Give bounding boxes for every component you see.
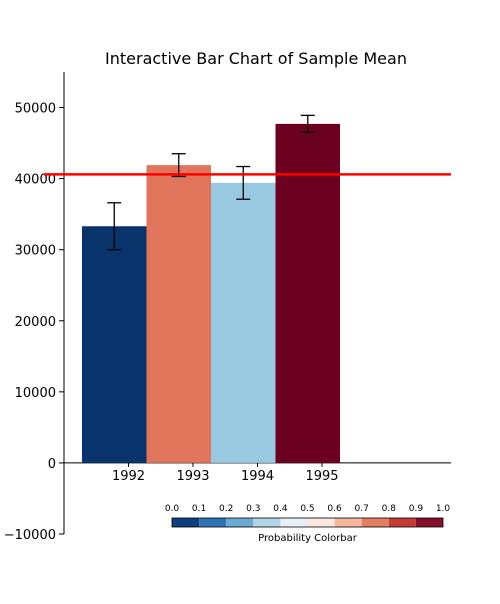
colorbar-tick-label: 0.7 xyxy=(355,504,369,514)
bar-1995 xyxy=(275,123,340,463)
y-tick-label: −10000 xyxy=(4,528,56,543)
y-tick-label: 40000 xyxy=(15,173,56,188)
colorbar-segment xyxy=(172,518,200,527)
colorbar-segment xyxy=(415,518,443,527)
bar-1993 xyxy=(146,165,211,463)
colorbar-segment xyxy=(334,518,362,527)
colorbar-frame xyxy=(171,517,444,528)
colorbar-tick-label: 0.3 xyxy=(246,504,260,514)
y-tick-label: 30000 xyxy=(15,244,56,259)
colorbar-tick-label: 0.0 xyxy=(165,504,180,514)
x-tick-label: 1995 xyxy=(305,469,338,484)
x-tick-label: 1992 xyxy=(112,469,145,484)
x-tick-label: 1994 xyxy=(241,469,274,484)
chart-title: Interactive Bar Chart of Sample Mean xyxy=(105,49,407,68)
x-tick-labels: 1992 1993 1994 1995 xyxy=(112,462,339,484)
colorbar-tick-label: 1.0 xyxy=(436,504,451,514)
y-tick-label: 50000 xyxy=(15,102,56,117)
colorbar-segment xyxy=(280,518,308,527)
y-tick-label: 0 xyxy=(48,457,56,472)
colorbar-tick-label: 0.8 xyxy=(382,504,397,514)
colorbar-tick-label: 0.1 xyxy=(192,504,206,514)
bar-1992 xyxy=(82,226,147,463)
colorbar-segment xyxy=(361,518,389,527)
colorbar-tick-label: 0.2 xyxy=(219,504,233,514)
y-tick-label: 20000 xyxy=(15,315,56,330)
colorbar-tick-label: 0.6 xyxy=(327,504,342,514)
colorbar: 0.0 0.1 0.2 0.3 0.4 0.5 0.6 0.7 0.8 0.9 1.0 Probabi… xyxy=(165,504,451,544)
error-bars xyxy=(107,114,315,251)
colorbar-tick-label: 0.4 xyxy=(273,504,288,514)
colorbar-segment xyxy=(226,518,254,527)
colorbar-segment xyxy=(307,518,335,527)
bar-1994 xyxy=(211,182,276,463)
axes: −10000 0 10000 20000 30000 40000 50000 xyxy=(4,72,451,543)
colorbar-label: Probability Colorbar xyxy=(258,533,358,544)
colorbar-tick-label: 0.5 xyxy=(300,504,314,514)
bars xyxy=(82,123,340,463)
colorbar-segment xyxy=(199,518,227,527)
colorbar-segment xyxy=(253,518,281,527)
x-tick-label: 1993 xyxy=(176,469,209,484)
y-tick-label: 10000 xyxy=(15,386,56,401)
colorbar-segment xyxy=(388,518,416,527)
colorbar-tick-label: 0.9 xyxy=(409,504,424,514)
